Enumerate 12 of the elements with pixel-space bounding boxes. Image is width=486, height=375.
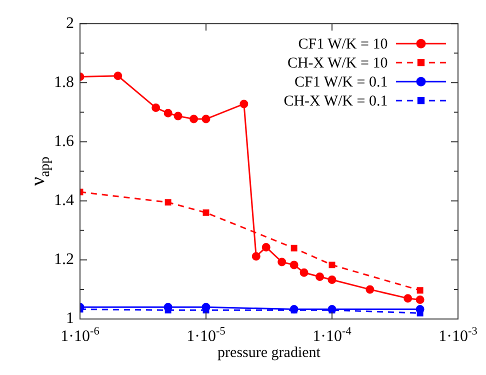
y-tick-label: 1.8 bbox=[54, 74, 74, 91]
y-tick-label: 2 bbox=[66, 14, 74, 32]
y-tick-label: 1.2 bbox=[54, 251, 74, 268]
y-tick-label: 1.6 bbox=[54, 132, 74, 150]
legend-label: CH-X W/K = 0.1 bbox=[284, 94, 388, 110]
y-axis-title: νapp bbox=[27, 156, 53, 186]
legend-label: CH-X W/K = 10 bbox=[287, 56, 388, 72]
legend-label: CF1 W/K = 10 bbox=[298, 36, 388, 53]
y-tick-label: 1 bbox=[66, 310, 74, 328]
y-tick-label: 1.4 bbox=[54, 192, 74, 210]
legend-label: CF1 W/K = 0.1 bbox=[294, 74, 388, 91]
x-axis-title: pressure gradient bbox=[218, 345, 322, 361]
